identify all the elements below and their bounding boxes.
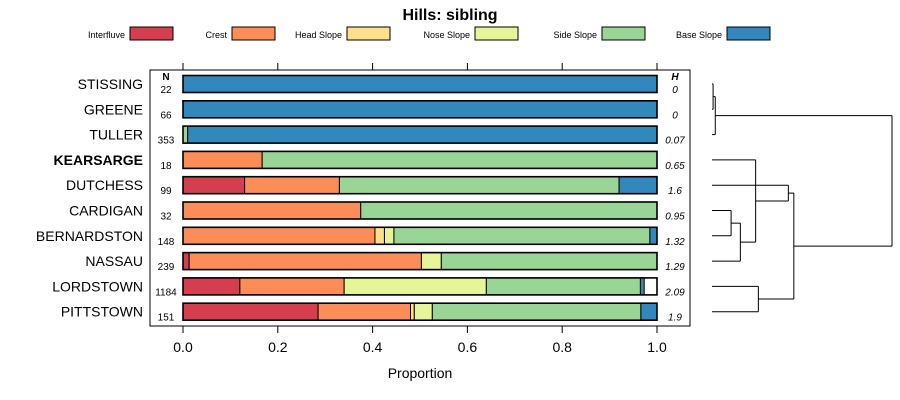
bar-segment: [182, 150, 263, 169]
x-tick-label: 1.0: [647, 339, 667, 355]
legend-label: Crest: [205, 30, 227, 40]
legend-swatch: [129, 26, 174, 41]
n-header: N: [162, 72, 169, 83]
n-value: 22: [160, 85, 172, 96]
row-label: NASSAU: [85, 253, 143, 269]
n-value: 18: [160, 161, 172, 172]
row-label: BERNARDSTON: [36, 228, 143, 244]
bar-segment: [649, 226, 658, 245]
x-tick-label: 0.0: [173, 339, 193, 355]
bars: STISSING 22 0 GREENE 66 0 TULLER 353 0.07 KEARSAR…: [36, 74, 685, 324]
legend-label: Side Slope: [553, 30, 597, 40]
row-label: TULLER: [89, 127, 143, 143]
bar-segment: [374, 226, 385, 245]
bar-segment: [393, 226, 651, 245]
bar-segment: [413, 302, 433, 321]
bar-segment: [182, 201, 362, 220]
x-tick-label: 0.4: [363, 339, 383, 355]
legend-swatch: [231, 26, 276, 41]
legend-swatch: [601, 26, 646, 41]
x-axis: 0.0 0.2 0.4 0.6 0.8 1.0: [173, 63, 667, 355]
h-value: 1.32: [665, 237, 685, 248]
legend-swatch: [346, 26, 391, 41]
x-tick-label: 0.6: [458, 339, 478, 355]
bar-segment: [188, 252, 422, 271]
row-label: GREENE: [84, 101, 143, 117]
bar-segment: [261, 150, 658, 169]
bar-segment: [640, 302, 658, 321]
legend-label: Base Slope: [676, 30, 722, 40]
bar-segment: [317, 302, 412, 321]
n-value: 151: [158, 313, 175, 324]
bar-outline: [182, 74, 658, 94]
h-value: 0: [672, 110, 678, 121]
legend-label: Interfluve: [88, 30, 125, 40]
bar-outline: [182, 251, 658, 271]
bar-outline: [182, 125, 658, 144]
bar-segment: [420, 252, 442, 271]
bar-segment: [639, 277, 645, 296]
legend: Interfluve Crest Head Slope Nose Slope Side …: [88, 26, 771, 41]
n-value: 1184: [155, 287, 177, 298]
bar-segment: [182, 252, 190, 271]
bar-outline: [182, 226, 658, 246]
h-value: 0.07: [665, 136, 685, 147]
row-label: CARDIGAN: [69, 203, 143, 219]
bar-segment: [338, 176, 620, 195]
bar-segment: [239, 277, 345, 296]
bar-segment: [182, 226, 376, 245]
bar-outline: [182, 277, 658, 296]
x-tick-label: 0.8: [552, 339, 572, 355]
x-tick-label: 0.2: [268, 339, 288, 355]
plot-frame: [149, 69, 691, 327]
bar-outline: [182, 150, 658, 170]
row-label: DUTCHESS: [66, 177, 143, 193]
h-header: H: [671, 72, 679, 83]
bar-segment: [440, 252, 658, 271]
chart-title: Hills: sibling: [402, 7, 497, 24]
h-value: 0: [672, 85, 678, 96]
x-axis-label: Proportion: [388, 365, 453, 381]
bar-segment: [383, 226, 395, 245]
legend-label: Nose Slope: [423, 30, 470, 40]
legend-label: Head Slope: [295, 30, 342, 40]
bar-outline: [182, 100, 658, 119]
bar-segment: [182, 100, 658, 119]
h-value: 1.29: [665, 262, 685, 273]
bar-segment: [187, 125, 658, 144]
row-label: STISSING: [78, 76, 143, 92]
bar-outline: [182, 302, 658, 322]
h-value: 1.6: [668, 186, 682, 197]
n-value: 66: [160, 110, 172, 121]
bar-segment: [485, 277, 641, 296]
n-value: 148: [158, 237, 175, 248]
row-label: LORDSTOWN: [52, 278, 143, 294]
legend-swatch: [474, 26, 519, 41]
row-label: KEARSARGE: [54, 152, 143, 168]
h-value: 1.9: [668, 313, 682, 324]
row-label: PITTSTOWN: [61, 304, 143, 320]
n-value: 99: [160, 186, 172, 197]
n-value: 239: [158, 262, 175, 273]
bar-segment: [431, 302, 642, 321]
bar-outline: [182, 201, 658, 220]
bar-segment: [360, 201, 658, 220]
n-value: 353: [158, 136, 175, 147]
dendrogram: [712, 83, 893, 313]
h-value: 0.65: [665, 161, 685, 172]
bar-segment: [343, 277, 487, 296]
bar-outline: [182, 175, 658, 195]
h-value: 0.95: [665, 212, 685, 223]
bar-segment: [182, 277, 241, 296]
bar-segment: [618, 176, 658, 195]
bar-segment: [244, 176, 340, 195]
n-value: 32: [160, 212, 172, 223]
bar-segment: [182, 176, 246, 195]
bar-segment: [410, 302, 415, 321]
bar-segment: [182, 302, 319, 321]
h-value: 2.09: [664, 287, 685, 298]
legend-swatch: [726, 26, 771, 41]
bar-segment: [182, 75, 658, 93]
